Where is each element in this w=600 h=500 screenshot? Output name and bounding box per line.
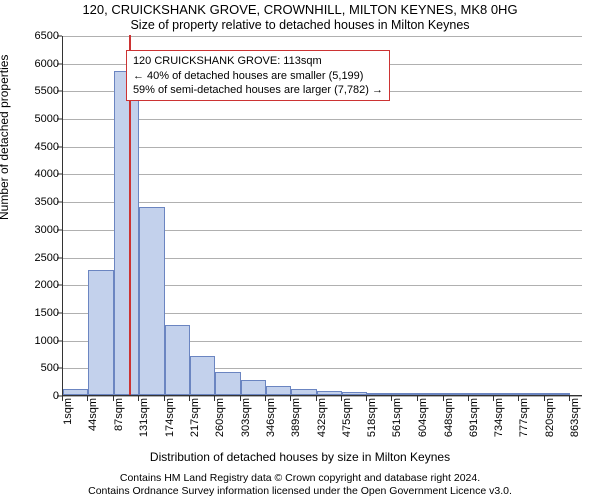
histogram-bar: [139, 207, 164, 395]
x-tick-label: 691sqm: [468, 398, 480, 448]
x-tick-label: 260sqm: [214, 398, 226, 448]
y-tick-label: 3500: [9, 196, 59, 208]
histogram-bar: [545, 393, 570, 395]
histogram-bar: [519, 393, 544, 395]
attribution-line2: Contains Ordnance Survey information lic…: [88, 485, 512, 497]
annotation-line1: 120 CRUICKSHANK GROVE: 113sqm: [133, 54, 383, 68]
plot-area: 120 CRUICKSHANK GROVE: 113sqm← 40% of de…: [62, 36, 582, 396]
x-tick-label: 432sqm: [316, 398, 328, 448]
attribution-line1: Contains HM Land Registry data © Crown c…: [120, 472, 480, 484]
x-tick-label: 44sqm: [87, 398, 99, 448]
y-tick-label: 4500: [9, 141, 59, 153]
y-tick-label: 5000: [9, 113, 59, 125]
gridline: [63, 147, 582, 148]
gridline: [63, 119, 582, 120]
x-tick-label: 604sqm: [417, 398, 429, 448]
x-tick-label: 174sqm: [164, 398, 176, 448]
histogram-bar: [418, 393, 444, 395]
y-tick-label: 0: [9, 390, 59, 402]
x-tick-label: 346sqm: [265, 398, 277, 448]
histogram-bar: [165, 325, 190, 395]
histogram-bar: [291, 389, 316, 395]
histogram-bar: [215, 372, 240, 395]
histogram-bar: [63, 389, 88, 395]
y-tick-label: 5500: [9, 85, 59, 97]
y-tick-label: 1000: [9, 335, 59, 347]
x-tick-label: 820sqm: [544, 398, 556, 448]
histogram-bar: [469, 393, 494, 395]
y-tick-label: 2000: [9, 279, 59, 291]
histogram-bar: [266, 386, 291, 395]
y-tick-label: 6000: [9, 58, 59, 70]
x-tick-label: 87sqm: [113, 398, 125, 448]
histogram-bar: [241, 380, 266, 395]
x-tick-label: 131sqm: [138, 398, 150, 448]
histogram-bar: [494, 393, 519, 395]
gridline: [63, 174, 582, 175]
x-tick-label: 303sqm: [240, 398, 252, 448]
gridline: [63, 202, 582, 203]
annotation-line2: ← 40% of detached houses are smaller (5,…: [133, 69, 383, 83]
x-tick-label: 389sqm: [290, 398, 302, 448]
x-tick-label: 518sqm: [366, 398, 378, 448]
histogram-bar: [367, 393, 392, 395]
y-tick-label: 1500: [9, 307, 59, 319]
x-tick-label: 777sqm: [518, 398, 530, 448]
y-tick-label: 6500: [9, 30, 59, 42]
x-tick-label: 217sqm: [189, 398, 201, 448]
histogram-bar: [444, 393, 469, 395]
histogram-bar: [392, 393, 417, 395]
x-tick-label: 561sqm: [391, 398, 403, 448]
x-tick-label: 1sqm: [62, 398, 74, 448]
chart-title: 120, CRUICKSHANK GROVE, CROWNHILL, MILTO…: [0, 2, 600, 17]
histogram-bar: [342, 392, 367, 395]
annotation-box: 120 CRUICKSHANK GROVE: 113sqm← 40% of de…: [126, 50, 390, 101]
chart-subtitle: Size of property relative to detached ho…: [0, 18, 600, 32]
chart-container: 120, CRUICKSHANK GROVE, CROWNHILL, MILTO…: [0, 0, 600, 500]
y-tick-label: 500: [9, 362, 59, 374]
gridline: [63, 396, 582, 397]
gridline: [63, 36, 582, 37]
histogram-bar: [88, 270, 113, 395]
y-tick-label: 4000: [9, 168, 59, 180]
histogram-bar: [317, 391, 342, 395]
x-tick-label: 863sqm: [569, 398, 581, 448]
x-tick-label: 648sqm: [443, 398, 455, 448]
histogram-bar: [114, 71, 140, 395]
y-tick-label: 3000: [9, 224, 59, 236]
x-axis-label: Distribution of detached houses by size …: [0, 450, 600, 464]
annotation-line3: 59% of semi-detached houses are larger (…: [133, 83, 383, 97]
y-tick-label: 2500: [9, 252, 59, 264]
x-tick-label: 734sqm: [493, 398, 505, 448]
histogram-bar: [190, 356, 215, 395]
attribution-text: Contains HM Land Registry data © Crown c…: [0, 472, 600, 498]
x-tick-label: 475sqm: [341, 398, 353, 448]
